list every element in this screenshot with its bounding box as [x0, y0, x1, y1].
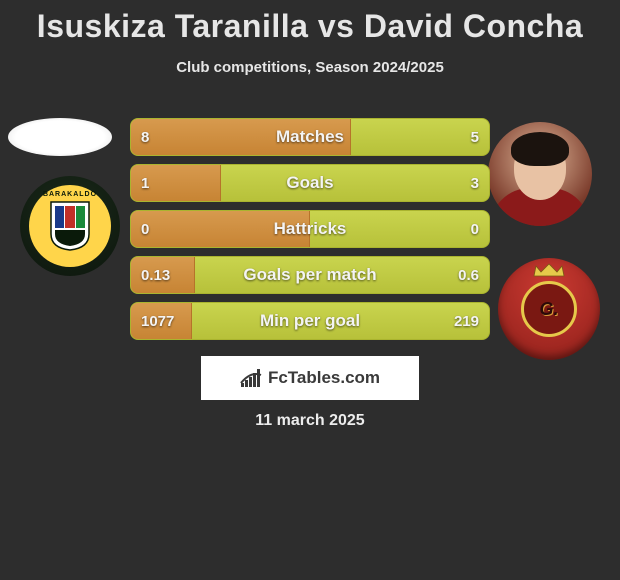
crown-icon [532, 262, 566, 278]
stat-label: Matches [131, 119, 489, 155]
player-right-avatar [488, 122, 592, 226]
player-left-avatar [8, 118, 112, 156]
page-title: Isuskiza Taranilla vs David Concha [0, 0, 620, 45]
stat-row: 0.13Goals per match0.6 [130, 256, 490, 294]
brand-box[interactable]: FcTables.com [201, 356, 419, 400]
club-left-ring: BARAKALDO [29, 185, 111, 267]
fctables-logo-icon [240, 369, 262, 387]
stats-panel: 8Matches5 1Goals3 0Hattricks0 0.13Goals per… [130, 118, 490, 348]
stat-row: 0Hattricks0 [130, 210, 490, 248]
stat-row: 1Goals3 [130, 164, 490, 202]
stat-row: 8Matches5 [130, 118, 490, 156]
stat-value-right: 0.6 [458, 257, 479, 293]
avatar-hair [511, 132, 569, 166]
stat-value-right: 219 [454, 303, 479, 339]
stat-label: Hattricks [131, 211, 489, 247]
club-left-badge: BARAKALDO [20, 176, 120, 276]
stat-value-right: 5 [471, 119, 479, 155]
club-left-name: BARAKALDO [29, 191, 111, 198]
club-right-badge: G. [498, 258, 600, 360]
page-subtitle: Club competitions, Season 2024/2025 [0, 59, 620, 76]
brand-text: FcTables.com [268, 368, 380, 388]
stat-label: Min per goal [131, 303, 489, 339]
comparison-card: Isuskiza Taranilla vs David Concha Club … [0, 0, 620, 580]
stat-label: Goals [131, 165, 489, 201]
club-left-shield-icon [49, 200, 91, 252]
date-footer: 11 march 2025 [0, 412, 620, 430]
stat-value-right: 3 [471, 165, 479, 201]
stat-label: Goals per match [131, 257, 489, 293]
stat-value-right: 0 [471, 211, 479, 247]
club-right-monogram: G. [521, 281, 577, 337]
stat-row: 1077Min per goal219 [130, 302, 490, 340]
